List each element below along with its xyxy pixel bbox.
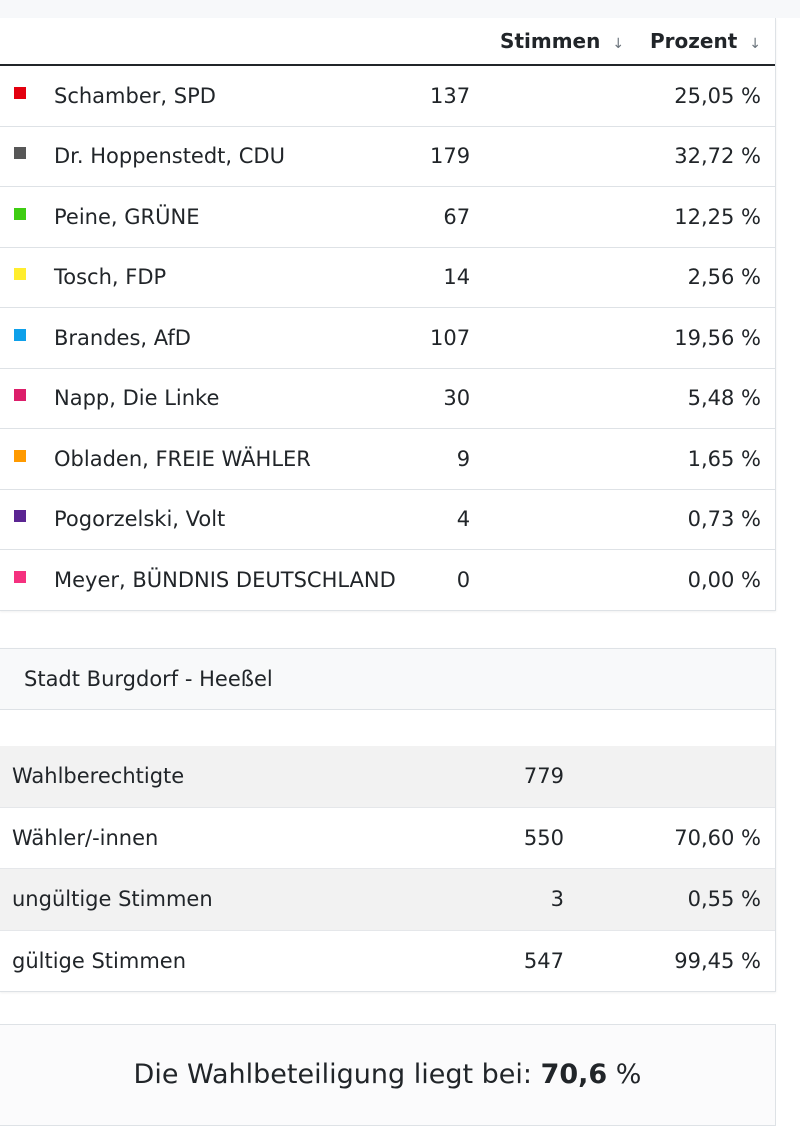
- stat-label: Wahlberechtigte: [0, 746, 412, 807]
- stat-value: 3: [412, 868, 564, 930]
- votes-value: 30: [443, 386, 471, 411]
- district-stats-table: Wahlberechtigte 779 Wähler/-innen 550 70,60 …: [0, 746, 775, 991]
- stat-value: 779: [412, 746, 564, 807]
- stat-row: ungültige Stimmen 3 0,55 %: [0, 868, 775, 930]
- stat-percent: 0,55 %: [564, 868, 775, 930]
- candidate-row: Dr. Hoppenstedt, CDU 179 32,72 %: [0, 126, 775, 187]
- party-color-swatch-icon: [14, 570, 26, 583]
- results-card: Stimmen ↓ Prozent ↓ Schamber, SPD 137 25,05 …: [0, 18, 776, 611]
- party-color-swatch-icon: [14, 207, 26, 220]
- percent-cell: 25,05 %: [638, 65, 775, 127]
- candidate-cell: Peine, GRÜNE: [0, 186, 430, 248]
- party-color-swatch-icon: [14, 510, 26, 523]
- percent-cell: 0,73 %: [638, 489, 775, 550]
- candidate-cell: Brandes, AfD: [0, 307, 430, 369]
- votes-value: 179: [430, 144, 471, 169]
- stat-value: 547: [412, 929, 564, 991]
- stat-percent: 99,45 %: [564, 929, 775, 991]
- percent-cell: 32,72 %: [638, 126, 775, 187]
- stat-percent: [564, 746, 775, 807]
- party-color-swatch-icon: [14, 268, 26, 281]
- candidate-name: Meyer, BÜNDNIS DEUTSCHLAND: [54, 567, 396, 592]
- turnout-value: 70,6: [540, 1059, 608, 1090]
- percent-cell: 1,65 %: [638, 428, 775, 490]
- votes-value: 0: [456, 567, 471, 592]
- stat-value: 550: [412, 806, 564, 869]
- candidate-row: Obladen, FREIE WÄHLER 9 1,65 %: [0, 428, 775, 490]
- votes-cell: 30: [430, 368, 639, 429]
- votes-cell: 0: [430, 550, 638, 610]
- results-table: Stimmen ↓ Prozent ↓ Schamber, SPD 137 25,05 …: [0, 18, 775, 610]
- column-header-votes-label: Stimmen: [500, 29, 601, 53]
- stat-label: ungültige Stimmen: [0, 868, 412, 930]
- candidate-row: Meyer, BÜNDNIS DEUTSCHLAND 0 0,00 %: [0, 550, 775, 610]
- candidate-cell: Meyer, BÜNDNIS DEUTSCHLAND: [0, 550, 430, 610]
- votes-value: 107: [430, 325, 471, 350]
- candidate-row: Brandes, AfD 107 19,56 %: [0, 307, 775, 369]
- votes-cell: 179: [430, 126, 639, 187]
- column-header-votes[interactable]: Stimmen ↓: [430, 18, 639, 66]
- turnout-text: Die Wahlbeteiligung liegt bei: 70,6 %: [0, 1059, 775, 1090]
- candidate-name: Pogorzelski, Volt: [54, 507, 226, 532]
- percent-cell: 19,56 %: [638, 307, 775, 369]
- sort-arrow-down-icon[interactable]: ↓: [749, 36, 761, 52]
- turnout-suffix: %: [615, 1059, 642, 1090]
- district-spacer: [0, 710, 775, 746]
- candidate-name: Peine, GRÜNE: [54, 204, 200, 229]
- candidate-cell: Napp, Die Linke: [0, 368, 430, 429]
- party-color-swatch-icon: [14, 86, 26, 99]
- candidate-row: Pogorzelski, Volt 4 0,73 %: [0, 489, 775, 550]
- candidate-name: Napp, Die Linke: [54, 386, 220, 411]
- votes-value: 137: [430, 83, 471, 108]
- results-header-row: Stimmen ↓ Prozent ↓: [0, 18, 775, 66]
- percent-cell: 5,48 %: [638, 368, 775, 429]
- party-color-swatch-icon: [14, 147, 26, 160]
- candidate-row: Napp, Die Linke 30 5,48 %: [0, 368, 775, 429]
- votes-cell: 4: [430, 489, 639, 550]
- district-card: Stadt Burgdorf - Heeßel Wahlberechtigte 7…: [0, 648, 776, 992]
- votes-cell: 107: [430, 307, 639, 369]
- stat-row: Wahlberechtigte 779: [0, 746, 775, 807]
- candidate-cell: Tosch, FDP: [0, 247, 430, 308]
- column-header-candidate: [0, 18, 430, 66]
- sort-arrow-down-icon[interactable]: ↓: [612, 36, 625, 52]
- column-header-percent-label: Prozent: [650, 29, 738, 53]
- stat-label: gültige Stimmen: [0, 929, 412, 991]
- candidate-cell: Schamber, SPD: [0, 65, 430, 127]
- party-color-swatch-icon: [14, 328, 26, 341]
- percent-cell: 12,25 %: [638, 186, 775, 248]
- party-color-swatch-icon: [14, 389, 26, 402]
- turnout-prefix: Die Wahlbeteiligung liegt bei:: [133, 1059, 532, 1090]
- top-strip: [0, 0, 800, 18]
- votes-cell: 137: [430, 65, 639, 127]
- percent-cell: 2,56 %: [638, 247, 775, 308]
- candidate-name: Brandes, AfD: [54, 325, 191, 350]
- candidate-cell: Dr. Hoppenstedt, CDU: [0, 126, 430, 187]
- stat-percent: 70,60 %: [564, 806, 775, 869]
- district-title: Stadt Burgdorf - Heeßel: [0, 649, 775, 710]
- votes-value: 9: [456, 446, 471, 471]
- stat-label: Wähler/-innen: [0, 806, 412, 869]
- stat-row: Wähler/-innen 550 70,60 %: [0, 806, 775, 869]
- votes-value: 4: [456, 507, 471, 532]
- candidate-name: Tosch, FDP: [54, 265, 167, 290]
- percent-cell: 0,00 %: [687, 567, 761, 592]
- party-color-swatch-icon: [14, 449, 26, 462]
- turnout-card: Die Wahlbeteiligung liegt bei: 70,6 %: [0, 1024, 776, 1126]
- votes-value: 14: [443, 265, 471, 290]
- candidate-name: Schamber, SPD: [54, 83, 216, 108]
- votes-value: 67: [443, 204, 471, 229]
- column-header-percent[interactable]: Prozent ↓: [638, 18, 775, 66]
- candidate-cell: Obladen, FREIE WÄHLER: [0, 428, 430, 490]
- stat-row: gültige Stimmen 547 99,45 %: [0, 929, 775, 991]
- candidate-name: Dr. Hoppenstedt, CDU: [54, 144, 285, 169]
- candidate-row: Tosch, FDP 14 2,56 %: [0, 247, 775, 308]
- candidate-cell: Pogorzelski, Volt: [0, 489, 430, 550]
- candidate-row: Peine, GRÜNE 67 12,25 %: [0, 186, 775, 248]
- votes-cell: 9: [430, 428, 639, 490]
- votes-cell: 14: [430, 247, 639, 308]
- votes-cell: 67: [430, 186, 639, 248]
- candidate-row: Schamber, SPD 137 25,05 %: [0, 65, 775, 127]
- candidate-name: Obladen, FREIE WÄHLER: [54, 446, 311, 471]
